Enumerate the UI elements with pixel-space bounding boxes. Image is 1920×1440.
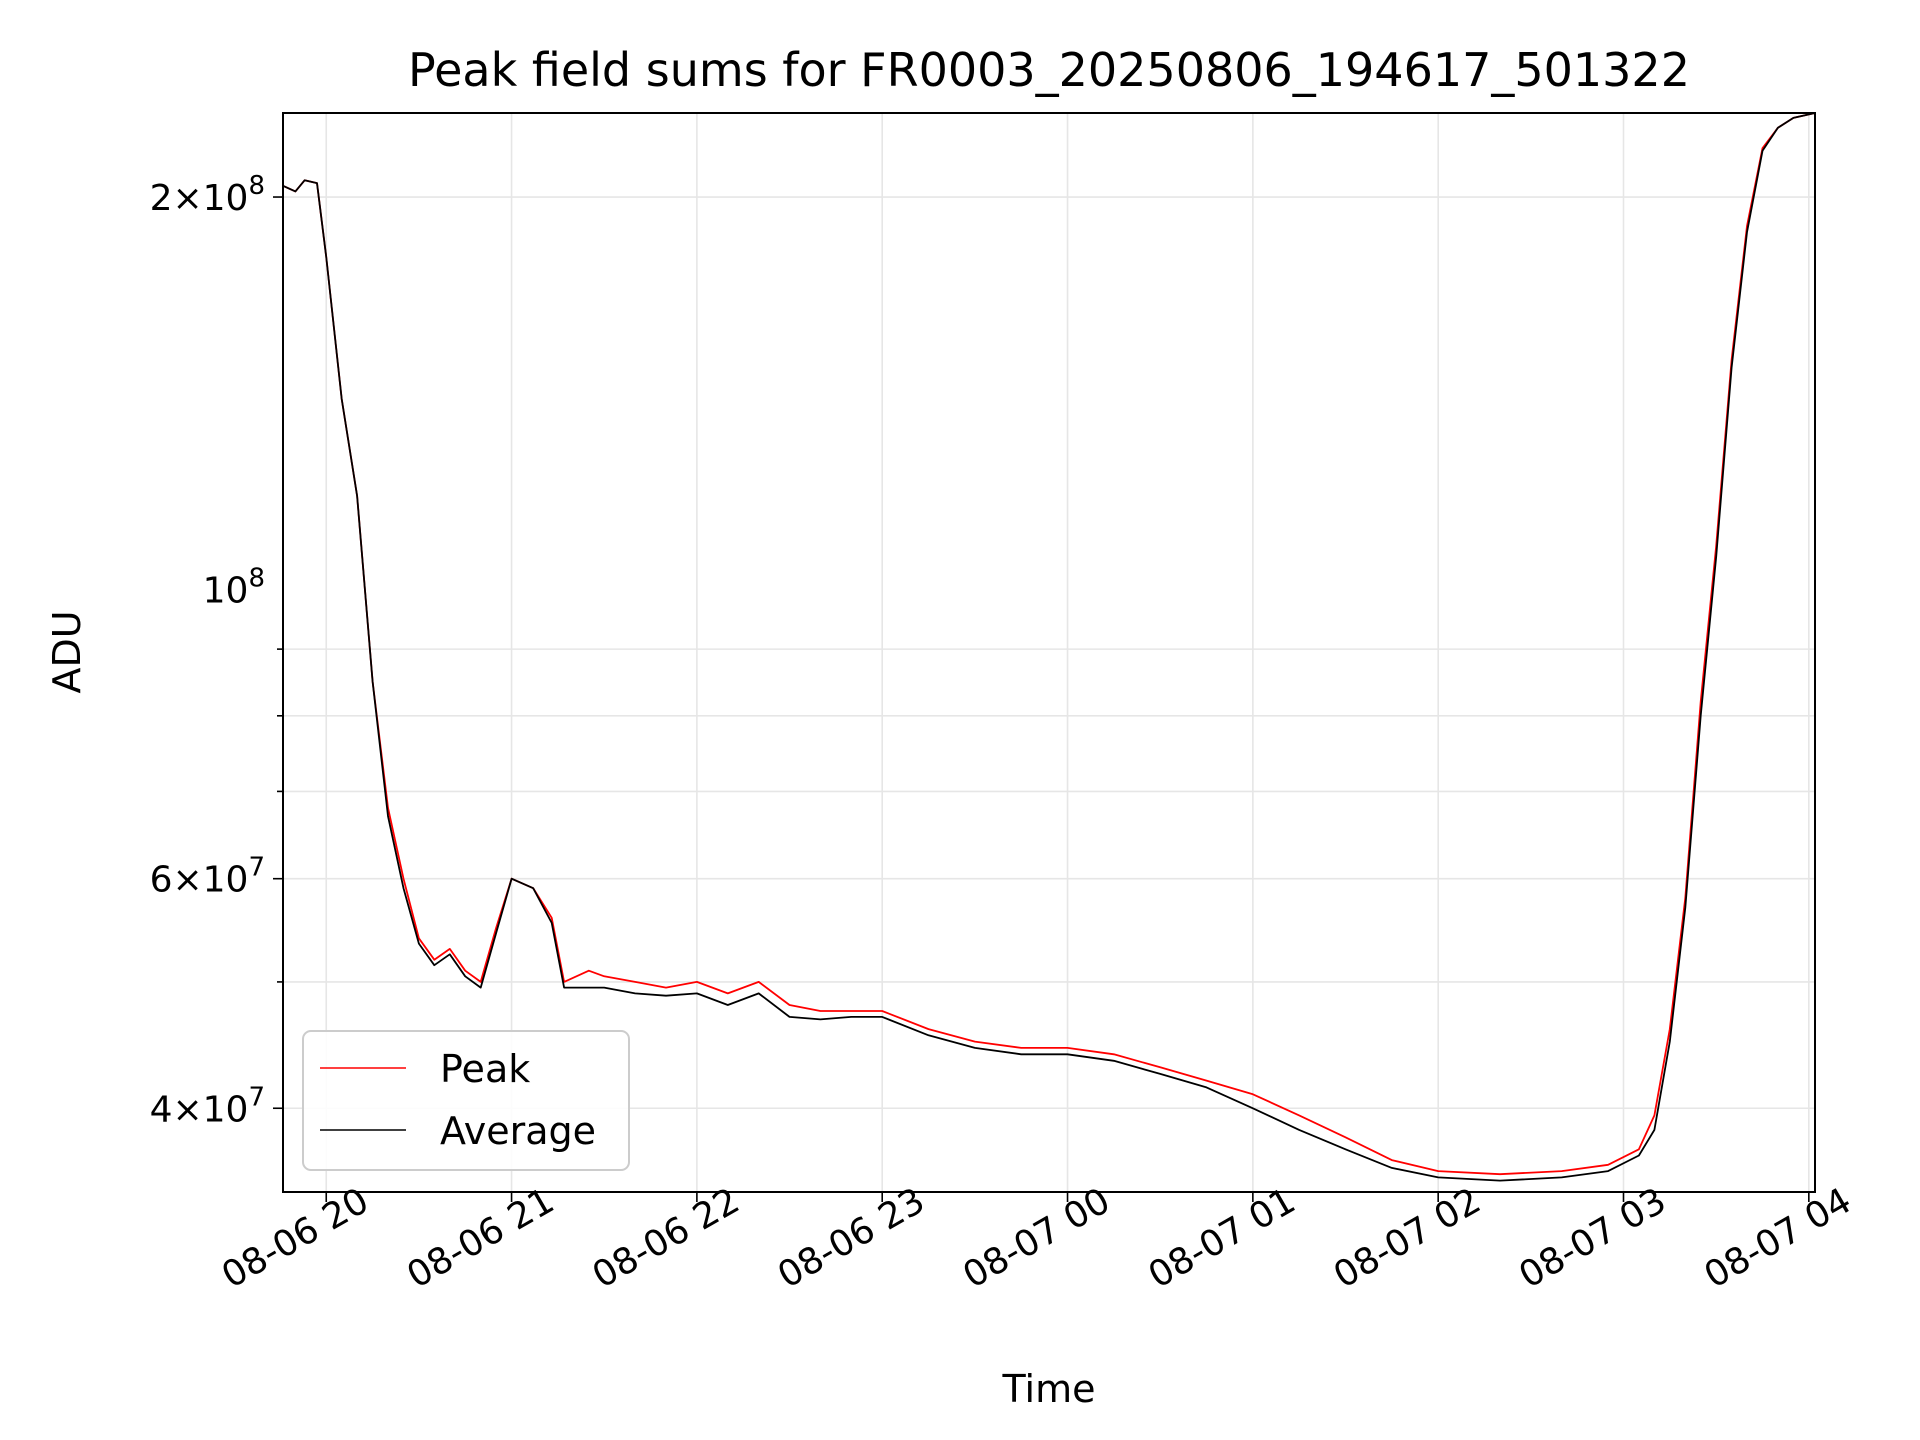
legend-average-label: Average — [440, 1109, 596, 1153]
series-line-average — [282, 112, 1816, 1182]
series-line-peak — [282, 112, 1816, 1176]
plot-frame — [282, 112, 1816, 1193]
legend-box — [302, 1030, 630, 1171]
grid — [283, 113, 1815, 1192]
y-axis: 4×107 6×107 108 2×108 — [150, 171, 283, 1130]
series-layer — [282, 112, 1816, 1182]
chart-title: Peak field sums for FR0003_20250806_1946… — [408, 43, 1690, 97]
y-tick-label: 4×107 — [150, 1082, 265, 1130]
y-tick-label: 6×107 — [150, 853, 265, 901]
y-tick-label: 108 — [203, 563, 265, 611]
y-tick-label: 2×108 — [150, 171, 265, 219]
x-axis-label: Time — [1002, 1367, 1096, 1411]
legend: Peak Average — [302, 1030, 630, 1171]
legend-peak-label: Peak — [440, 1047, 530, 1091]
y-axis-label: ADU — [45, 610, 89, 693]
